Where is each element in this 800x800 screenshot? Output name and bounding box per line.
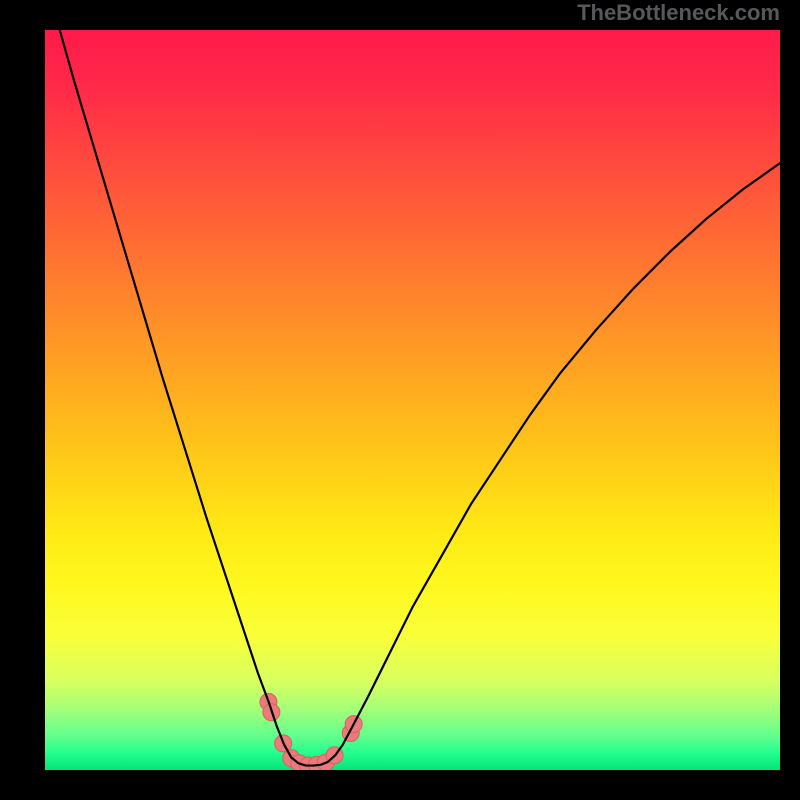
chart-plot-area: [45, 30, 780, 770]
outer-frame: TheBottleneck.com: [0, 0, 800, 800]
bottleneck-curve-chart: [45, 30, 780, 770]
gradient-background: [45, 30, 780, 770]
watermark-text: TheBottleneck.com: [577, 0, 780, 26]
